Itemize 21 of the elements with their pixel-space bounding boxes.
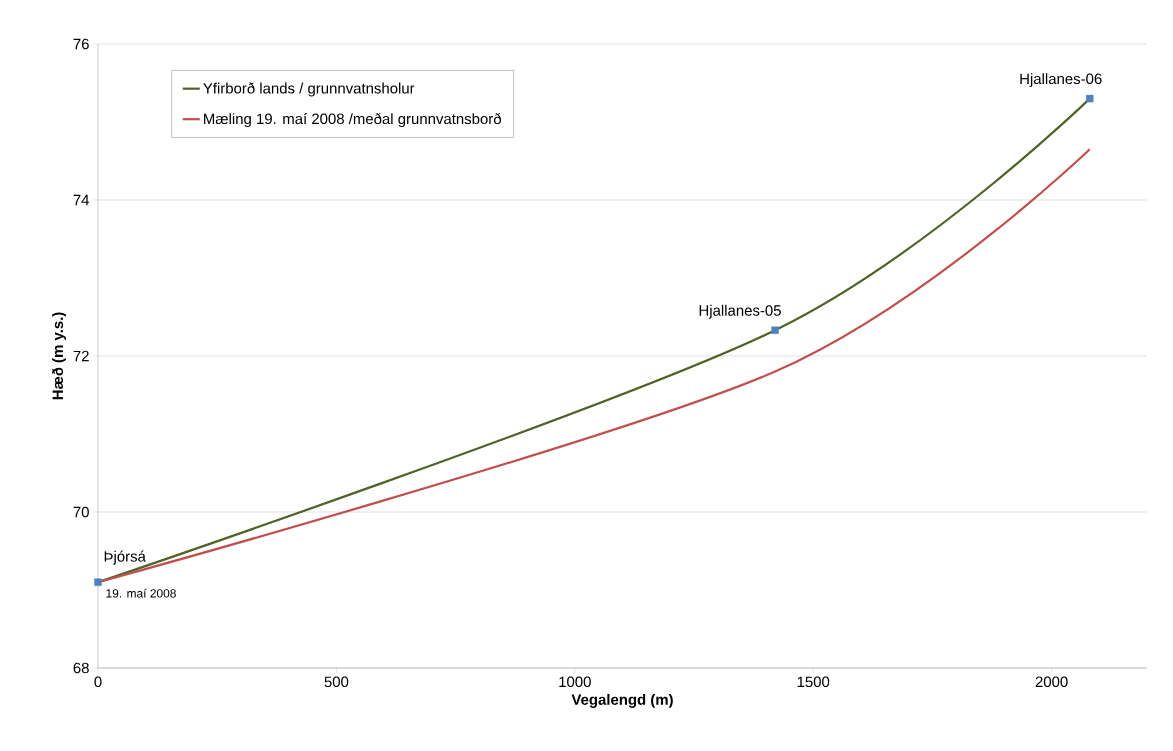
- y-tick-label: 70: [73, 506, 89, 518]
- x-tick-label: 0: [94, 676, 102, 688]
- y-axis-title: Hæð (m y.s.): [51, 312, 67, 400]
- point: [94, 578, 102, 586]
- x-tick-label: 1000: [559, 676, 591, 688]
- legend-label: Mæling 19. maí 2008 /meðal grunnvatnsborð: [204, 112, 501, 128]
- y-tick-label: 72: [73, 350, 89, 362]
- legend-label: Yfirborð lands / grunnvatnsholur: [203, 82, 415, 97]
- point: [1086, 94, 1094, 103]
- point: [771, 326, 779, 334]
- y-tick-label: 74: [73, 194, 90, 206]
- annotation: Hjallanes-05: [699, 304, 781, 319]
- x-tick-label: 1500: [797, 676, 830, 688]
- annotation: Þjórsá: [104, 550, 146, 565]
- x-axis-title: Vegalengd (m): [571, 693, 673, 708]
- y-tick-label: 68: [73, 662, 89, 674]
- annotation: Hjallanes-06: [1020, 73, 1102, 88]
- x-tick-label: 500: [324, 676, 349, 688]
- annotation: 19. maí 2008: [106, 588, 176, 598]
- x-tick-label: 2000: [1035, 676, 1068, 688]
- y-tick-label: 76: [73, 38, 89, 50]
